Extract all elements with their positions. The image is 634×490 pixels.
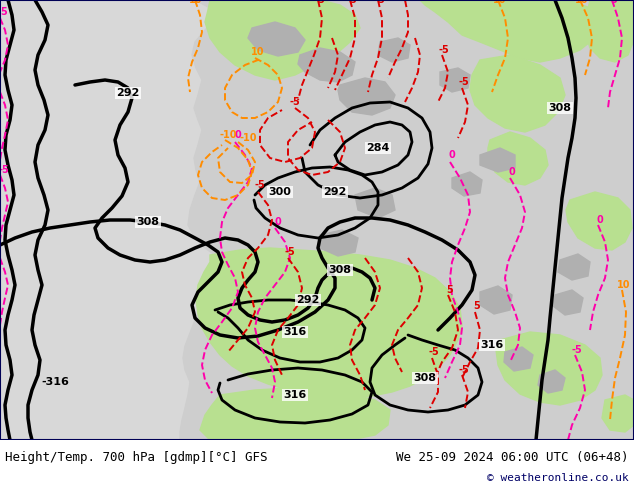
Text: -5: -5 [285, 247, 295, 257]
Text: -5: -5 [458, 365, 469, 375]
Text: 292: 292 [323, 187, 347, 197]
Text: 308: 308 [548, 103, 571, 113]
Polygon shape [420, 0, 600, 62]
Text: -5: -5 [458, 77, 469, 87]
Polygon shape [440, 68, 470, 92]
Text: 5: 5 [474, 301, 481, 311]
Polygon shape [338, 78, 395, 115]
Text: 10: 10 [190, 0, 203, 5]
Polygon shape [180, 0, 634, 440]
Text: © weatheronline.co.uk: © weatheronline.co.uk [488, 473, 629, 483]
Polygon shape [504, 347, 533, 371]
Text: 10: 10 [618, 280, 631, 290]
Text: 316: 316 [481, 340, 503, 350]
Polygon shape [378, 38, 410, 62]
Text: -5: -5 [375, 0, 385, 5]
Text: 300: 300 [269, 187, 292, 197]
Text: -5: -5 [255, 180, 266, 190]
Text: We 25-09 2024 06:00 UTC (06+48): We 25-09 2024 06:00 UTC (06+48) [396, 450, 629, 464]
Polygon shape [538, 370, 565, 393]
Text: -10: -10 [239, 133, 257, 143]
Polygon shape [200, 388, 390, 440]
Polygon shape [320, 230, 358, 256]
Polygon shape [470, 55, 565, 132]
Text: 308: 308 [328, 265, 351, 275]
Polygon shape [558, 254, 590, 280]
Polygon shape [298, 48, 355, 82]
Text: 0: 0 [275, 217, 281, 227]
Text: 5: 5 [1, 7, 8, 17]
Polygon shape [496, 332, 602, 405]
Text: 316: 316 [283, 327, 307, 337]
Text: 0: 0 [235, 130, 242, 140]
Text: 0: 0 [508, 167, 515, 177]
Text: 10: 10 [251, 47, 265, 57]
Polygon shape [488, 132, 548, 185]
Polygon shape [480, 286, 512, 314]
Text: 308: 308 [136, 217, 160, 227]
Text: -5: -5 [439, 45, 450, 55]
Text: -5: -5 [429, 347, 439, 357]
Text: 316: 316 [283, 390, 307, 400]
Text: 10: 10 [493, 0, 507, 5]
Text: -316: -316 [41, 377, 69, 387]
Text: 284: 284 [366, 143, 390, 153]
Text: 5: 5 [611, 0, 618, 5]
Text: 10: 10 [575, 0, 589, 5]
Text: -5: -5 [314, 0, 325, 5]
Polygon shape [553, 290, 583, 315]
Polygon shape [196, 248, 462, 398]
Text: 292: 292 [296, 295, 320, 305]
Text: -5: -5 [290, 97, 301, 107]
Polygon shape [248, 22, 305, 56]
Text: 308: 308 [413, 373, 436, 383]
Text: -5: -5 [347, 0, 358, 5]
Text: -5: -5 [572, 345, 583, 355]
Polygon shape [355, 188, 395, 218]
Text: -5: -5 [0, 165, 10, 175]
Polygon shape [452, 172, 482, 196]
Polygon shape [480, 148, 515, 172]
Text: Height/Temp. 700 hPa [gdmp][°C] GFS: Height/Temp. 700 hPa [gdmp][°C] GFS [5, 450, 268, 464]
Polygon shape [566, 192, 632, 250]
Text: 292: 292 [116, 88, 139, 98]
Text: -10: -10 [219, 130, 236, 140]
Text: 0: 0 [597, 215, 604, 225]
Text: 5: 5 [446, 285, 453, 295]
Text: 0: 0 [449, 150, 455, 160]
Polygon shape [205, 0, 360, 80]
Polygon shape [602, 395, 634, 432]
Polygon shape [585, 0, 634, 62]
